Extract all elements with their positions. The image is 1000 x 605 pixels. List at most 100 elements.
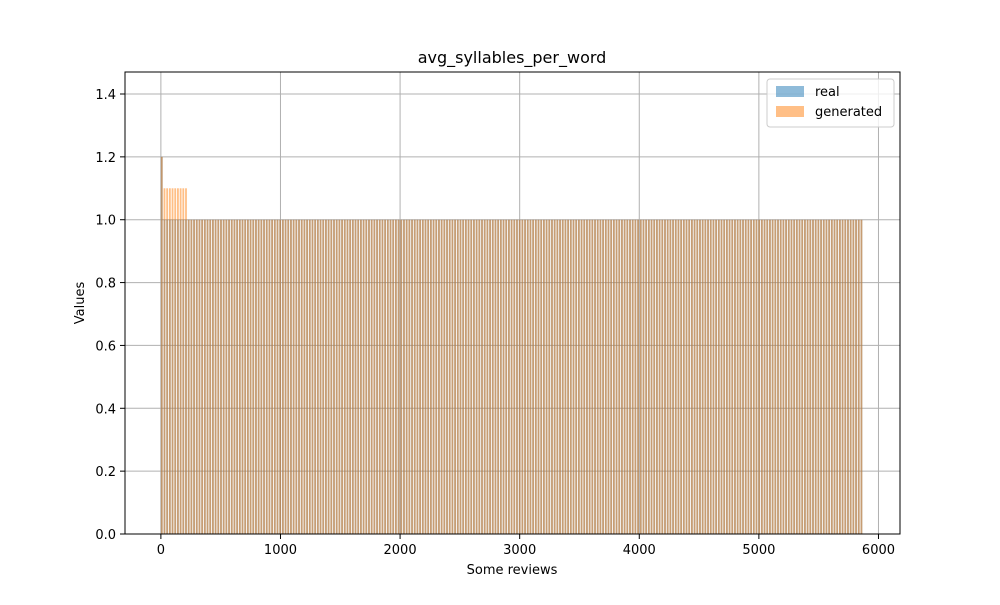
y-tick-label: 0.8 xyxy=(95,277,116,292)
bar-generated xyxy=(470,219,473,534)
bar-generated xyxy=(510,219,513,534)
bar-generated xyxy=(701,219,704,534)
bar-generated xyxy=(787,219,790,534)
legend-swatch-real xyxy=(776,86,804,97)
bar-generated xyxy=(766,219,769,534)
bar-generated xyxy=(645,219,648,534)
bars xyxy=(160,156,863,535)
bar-generated xyxy=(481,219,483,534)
bar-generated xyxy=(529,219,532,534)
bar-generated xyxy=(198,219,201,534)
bar-generated xyxy=(836,219,839,534)
bar-generated xyxy=(322,219,325,534)
bar-generated xyxy=(596,219,599,534)
legend-swatch-generated xyxy=(776,106,804,117)
bar-generated xyxy=(489,219,491,534)
plot-frame xyxy=(124,71,901,535)
bar-generated xyxy=(693,219,696,534)
bar-generated xyxy=(685,219,688,534)
y-tick-label: 0.4 xyxy=(95,402,116,417)
bar-generated xyxy=(456,219,459,534)
x-tick-label: 3000 xyxy=(503,543,536,558)
bar-generated xyxy=(715,219,718,534)
bar-generated xyxy=(790,219,793,534)
bar-generated xyxy=(518,219,521,534)
bar-generated xyxy=(661,219,664,534)
bar-generated xyxy=(615,219,618,534)
bar-generated xyxy=(300,219,303,534)
bar-generated xyxy=(820,219,822,534)
bar-generated xyxy=(634,219,637,534)
bar-generated xyxy=(400,219,403,534)
bar-generated xyxy=(273,219,276,534)
bar-generated xyxy=(233,219,236,534)
x-tick-label: 6000 xyxy=(862,543,895,558)
bar-generated xyxy=(330,219,333,534)
bar-generated xyxy=(244,219,247,534)
bar-generated xyxy=(298,219,300,534)
bar-generated xyxy=(365,219,368,534)
bar-generated xyxy=(281,219,284,534)
bar-generated xyxy=(653,219,656,534)
bar-generated xyxy=(559,219,561,534)
bar-generated xyxy=(408,219,411,534)
bar-generated xyxy=(403,219,405,534)
bar-generated xyxy=(556,219,559,534)
bar-generated xyxy=(534,219,537,534)
bar-generated xyxy=(830,219,833,534)
bar-generated xyxy=(607,219,610,534)
bar-generated xyxy=(588,219,591,534)
bar-generated xyxy=(260,219,263,534)
bar-generated xyxy=(421,219,424,534)
bar-generated xyxy=(376,219,378,534)
bar-generated xyxy=(674,219,677,534)
bar-generated xyxy=(464,219,467,534)
bar-generated xyxy=(629,219,631,534)
bar-generated xyxy=(316,219,319,534)
bar-generated xyxy=(752,219,755,534)
y-axis-label: Values xyxy=(73,282,88,325)
bar-generated xyxy=(182,188,185,535)
bar-generated xyxy=(656,219,658,534)
bar-generated xyxy=(338,219,341,534)
bar-generated xyxy=(168,188,171,535)
bar-generated xyxy=(185,188,187,535)
series-generated xyxy=(160,156,863,535)
bar-generated xyxy=(335,219,338,534)
bar-generated xyxy=(814,219,817,534)
bar-generated xyxy=(548,219,551,534)
bar-generated xyxy=(394,219,397,534)
bar-generated xyxy=(419,219,422,534)
bar-generated xyxy=(354,219,357,534)
bar-generated xyxy=(343,219,346,534)
bar-generated xyxy=(731,219,734,534)
bar-generated xyxy=(758,219,761,534)
bar-generated xyxy=(666,219,669,534)
bar-generated xyxy=(760,219,763,534)
bar-generated xyxy=(368,219,370,534)
bar-generated xyxy=(750,219,752,534)
bar-generated xyxy=(612,219,615,534)
bar-generated xyxy=(782,219,785,534)
bar-generated xyxy=(308,219,311,534)
bar-generated xyxy=(427,219,430,534)
bar-generated xyxy=(392,219,395,534)
bar-generated xyxy=(362,219,365,534)
bar-generated xyxy=(696,219,699,534)
bar-generated xyxy=(639,219,642,534)
bar-generated xyxy=(717,219,720,534)
bar-generated xyxy=(583,219,586,534)
bar-generated xyxy=(734,219,736,534)
bar-generated xyxy=(817,219,820,534)
bar-generated xyxy=(222,219,225,534)
bar-generated xyxy=(174,188,177,535)
bar-generated xyxy=(446,219,448,534)
bar-generated xyxy=(561,219,564,534)
bar-generated xyxy=(397,219,400,534)
bar-generated xyxy=(771,219,774,534)
bar-generated xyxy=(171,188,174,535)
bar-generated xyxy=(631,219,634,534)
bar-generated xyxy=(443,219,446,534)
bar-generated xyxy=(744,219,747,534)
bar-generated xyxy=(812,219,814,534)
